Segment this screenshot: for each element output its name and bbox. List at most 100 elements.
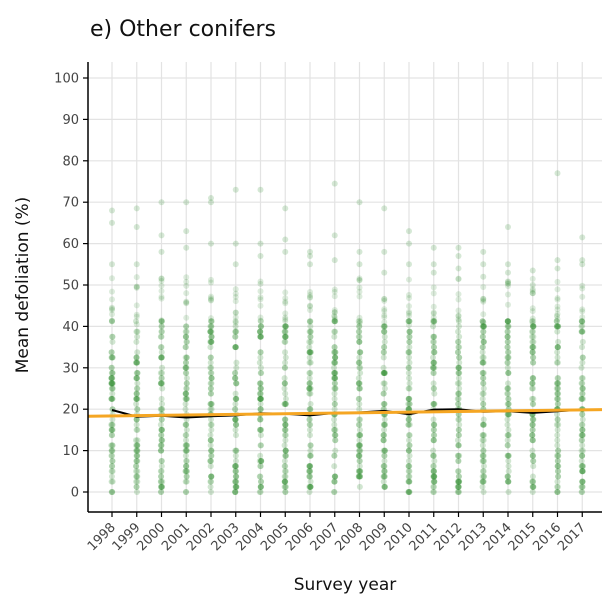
data-point [505, 452, 512, 459]
data-point [282, 432, 289, 439]
data-point [134, 442, 141, 449]
data-point [232, 463, 239, 470]
data-point [529, 349, 536, 356]
data-point [208, 293, 214, 300]
data-point [554, 489, 561, 495]
data-point [504, 323, 511, 330]
data-point [431, 473, 438, 480]
data-point [380, 437, 387, 444]
data-point [554, 395, 561, 402]
data-point [430, 364, 437, 371]
data-point [430, 314, 437, 321]
data-point [480, 298, 487, 305]
data-point [183, 323, 190, 330]
data-point [431, 468, 438, 475]
data-point [430, 380, 437, 387]
data-point [208, 338, 215, 345]
data-point [208, 318, 214, 325]
data-point [405, 489, 412, 495]
data-point [109, 305, 115, 312]
data-point [233, 468, 240, 475]
data-point [208, 295, 214, 302]
data-point [208, 406, 215, 413]
data-point [182, 442, 189, 449]
data-point [307, 369, 314, 376]
data-point [306, 349, 313, 356]
data-point [504, 452, 511, 459]
data-point [430, 244, 437, 251]
data-point [406, 473, 413, 480]
data-point [331, 309, 338, 316]
data-point [207, 338, 214, 345]
data-point [109, 478, 116, 485]
data-point [207, 437, 214, 444]
data-point [257, 349, 264, 356]
data-point [504, 333, 511, 340]
data-point [232, 344, 239, 351]
data-point [108, 395, 115, 402]
data-point [454, 395, 461, 402]
data-point [529, 328, 536, 335]
data-point [158, 447, 165, 454]
data-point [356, 323, 363, 330]
data-point [529, 385, 536, 392]
data-point [232, 309, 239, 316]
data-point [157, 369, 164, 376]
data-point [529, 478, 536, 485]
data-point [480, 468, 487, 475]
data-point [108, 426, 115, 433]
data-point [258, 395, 265, 402]
data-point [406, 489, 413, 495]
data-point [355, 452, 362, 459]
data-point [505, 401, 512, 408]
data-point [357, 416, 364, 423]
data-point [307, 261, 313, 268]
data-point [406, 261, 412, 268]
data-point [529, 421, 536, 428]
data-point [332, 437, 339, 444]
data-point [232, 421, 239, 428]
data-point [133, 483, 140, 490]
data-point [579, 468, 586, 475]
data-point [232, 344, 239, 351]
data-point [109, 261, 115, 268]
data-point [183, 426, 190, 433]
data-point [158, 323, 165, 330]
data-point [431, 421, 438, 428]
data-point [357, 447, 364, 454]
data-point [455, 375, 462, 382]
data-point [381, 483, 388, 490]
y-tick-label: 100 [54, 72, 79, 87]
data-point [282, 463, 289, 470]
data-point [431, 333, 438, 340]
data-point [134, 385, 141, 392]
data-point [430, 338, 437, 345]
data-point [356, 395, 363, 402]
data-point [479, 318, 486, 325]
data-point [529, 323, 536, 330]
data-point [331, 318, 338, 325]
data-point [554, 286, 561, 293]
data-point [430, 364, 437, 371]
data-point [257, 302, 264, 309]
data-point [405, 447, 412, 454]
data-point [555, 323, 562, 330]
data-point [133, 274, 140, 281]
data-point [455, 323, 462, 330]
data-point [281, 364, 288, 371]
data-point [332, 473, 339, 480]
data-point [257, 253, 264, 260]
data-point [381, 369, 388, 376]
data-point [381, 369, 388, 376]
data-point [504, 359, 511, 366]
data-point [257, 390, 264, 397]
data-point [108, 375, 115, 382]
y-tick-label: 90 [62, 113, 79, 128]
data-point [307, 442, 314, 449]
data-point [579, 338, 586, 345]
data-point [505, 401, 512, 408]
data-point [405, 421, 412, 428]
data-point [307, 380, 314, 387]
data-point [108, 380, 115, 387]
data-point [529, 318, 536, 325]
